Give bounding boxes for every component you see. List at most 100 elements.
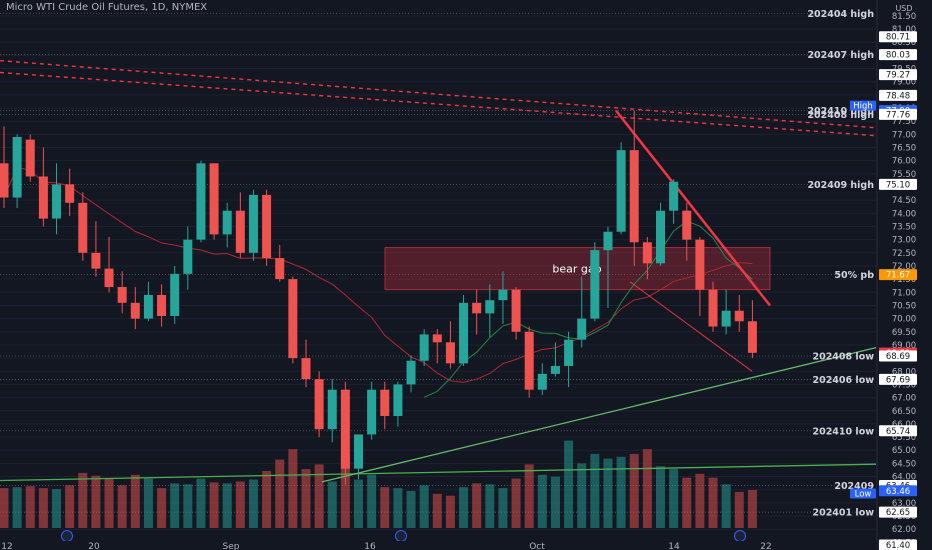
- price-tick-label: 73.00: [892, 236, 916, 246]
- volume-bar: [196, 478, 206, 528]
- price-tick-label: 73.50: [892, 222, 916, 232]
- level-label: 202404 high: [807, 9, 874, 20]
- candle-body: [721, 310, 731, 327]
- candle-body: [550, 366, 560, 374]
- price-tick-label: 68.00: [892, 367, 916, 377]
- candle-body: [669, 181, 679, 211]
- price-tick-label: 70.50: [892, 301, 916, 311]
- volume-bar: [288, 449, 298, 528]
- candle-body: [78, 202, 88, 253]
- candle-body: [340, 389, 350, 469]
- volume-bar: [472, 483, 482, 528]
- trend-lines[interactable]: [0, 59, 877, 483]
- candle-body: [157, 294, 167, 316]
- price-tick-label: 72.50: [892, 249, 916, 259]
- candle-body: [747, 321, 757, 353]
- time-tick-label: 22: [760, 542, 771, 550]
- volume-bar: [354, 479, 364, 528]
- price-badge-label: 79.27: [886, 71, 910, 81]
- candle-body: [12, 136, 22, 198]
- time-tick-label: 14: [668, 542, 680, 550]
- moving-average-hidden: [4, 221, 359, 411]
- currency-label: USD: [895, 4, 912, 13]
- price-axis[interactable]: USD81.5081.0080.5080.0079.5079.0078.5078…: [876, 0, 932, 550]
- price-tick-label: 75.50: [892, 170, 916, 180]
- volume-bar: [590, 453, 600, 528]
- bear-gap-zone[interactable]: bear gap: [384, 247, 771, 291]
- volume-bar: [406, 490, 416, 528]
- volume-bar: [682, 477, 692, 528]
- candle-body: [419, 334, 429, 361]
- candle-body: [485, 300, 495, 314]
- candle-body: [564, 339, 574, 366]
- candle-body: [682, 210, 692, 240]
- volume-bar: [524, 464, 534, 528]
- volume-bar: [485, 484, 495, 528]
- candle-body: [616, 150, 626, 232]
- price-badge: [879, 108, 917, 120]
- volume-bar: [38, 488, 48, 528]
- volume-bar: [747, 490, 757, 528]
- price-tick-label: 77.00: [892, 130, 916, 140]
- support-trendline: [0, 463, 877, 482]
- price-tick-label: 65.00: [892, 446, 916, 456]
- price-tick-label: 63.00: [892, 499, 916, 509]
- candle-body: [734, 310, 744, 322]
- volume-bar: [91, 475, 101, 528]
- volume-bar: [12, 487, 22, 528]
- candle-body: [209, 163, 219, 235]
- candle-body: [183, 239, 193, 274]
- candle-body: [708, 289, 718, 327]
- volume-bar: [78, 472, 88, 528]
- price-tick-label: 67.50: [892, 380, 916, 390]
- moving-average-line: [3, 166, 753, 383]
- candle-body: [537, 373, 547, 390]
- volume-bar: [577, 463, 587, 528]
- price-badge: [879, 31, 917, 43]
- price-tick-label: 66.50: [892, 407, 916, 417]
- candle-body: [52, 184, 62, 219]
- level-badge-label: High: [853, 102, 873, 112]
- volume-bar: [301, 469, 311, 528]
- dashed-resistance-line: [0, 59, 877, 129]
- volume-bar: [380, 487, 390, 528]
- price-tick-label: 71.00: [892, 288, 916, 298]
- time-tick-label: 16: [364, 542, 376, 550]
- volume-bar: [537, 474, 547, 528]
- candle-body: [603, 231, 613, 251]
- time-axis[interactable]: 12 20 Sep 16 Oct 14 22: [0, 541, 877, 550]
- candle-body: [288, 279, 298, 359]
- volume-bar: [157, 488, 167, 528]
- price-badge: [879, 350, 917, 362]
- price-badge: [879, 89, 917, 101]
- volume-bar: [104, 478, 114, 528]
- price-badge-label: 65.74: [886, 427, 910, 437]
- candle-body: [524, 331, 534, 390]
- volume-bar: [721, 484, 731, 528]
- time-axis-bg: [0, 541, 877, 550]
- price-tick-label: 76.50: [892, 144, 916, 154]
- level-label: 202406 low: [812, 375, 874, 386]
- channel-line: [629, 281, 753, 372]
- downtrend-line: [615, 109, 771, 307]
- price-tick-label: 80.50: [892, 38, 916, 48]
- price-tick-label: 72.00: [892, 262, 916, 272]
- price-tick-label: 67.00: [892, 394, 916, 404]
- candle-body: [196, 163, 206, 240]
- candle-body: [472, 302, 482, 314]
- candle-body: [380, 389, 390, 417]
- rising-trendline: [321, 346, 877, 483]
- candle-body: [0, 163, 9, 198]
- price-tick-label: 66.00: [892, 420, 916, 430]
- volume-bar: [183, 484, 193, 528]
- candle-body: [445, 342, 455, 364]
- price-badge: [879, 506, 917, 518]
- volume-bar: [314, 464, 324, 528]
- candle-body: [170, 273, 180, 316]
- price-badge-label: 80.71: [886, 33, 910, 43]
- price-tick-label: 69.00: [892, 341, 916, 351]
- candle-body: [301, 358, 311, 380]
- volume-bar: [25, 486, 35, 528]
- volume-bar: [222, 483, 232, 528]
